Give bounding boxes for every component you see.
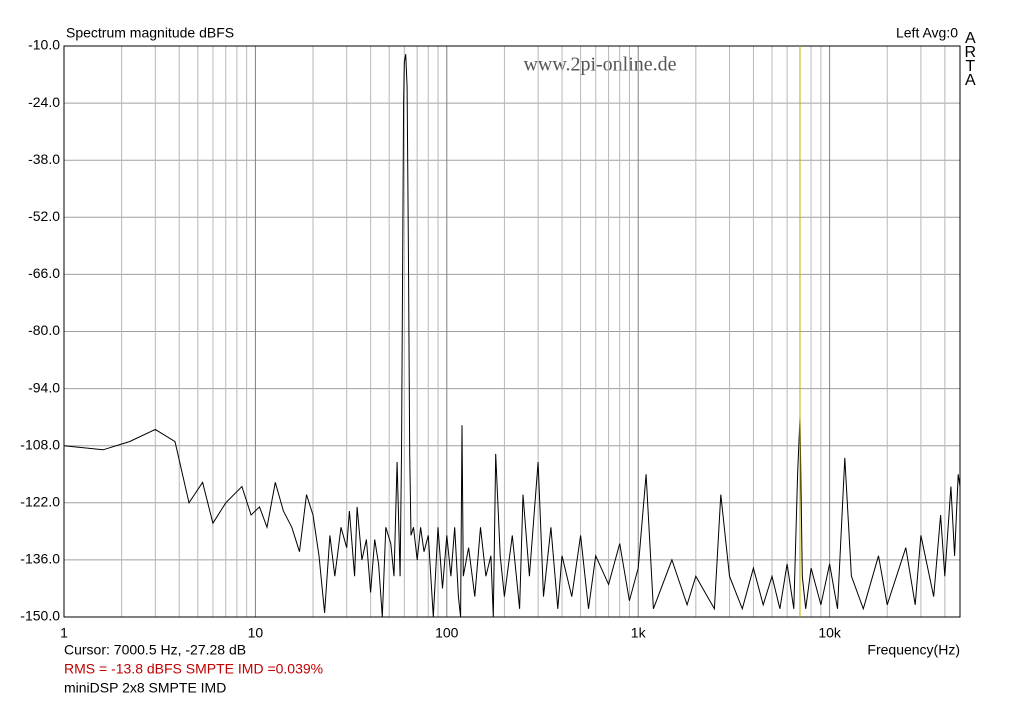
x-tick-label: 1 (60, 625, 68, 641)
y-tick-label: -94.0 (28, 379, 60, 395)
y-tick-label: -136.0 (20, 551, 60, 567)
x-tick-label: 100 (435, 625, 459, 641)
channel-label: Left Avg:0 (896, 25, 958, 41)
watermark: www.2pi-online.de (523, 54, 676, 76)
y-tick-label: -38.0 (28, 151, 60, 167)
y-tick-label: -108.0 (20, 436, 60, 452)
x-tick-label: 10 (248, 625, 264, 641)
x-tick-label: 10k (818, 625, 842, 641)
y-tick-label: -24.0 (28, 94, 60, 110)
y-tick-label: -80.0 (28, 322, 60, 338)
cursor-text: Cursor: 7000.5 Hz, -27.28 dB (64, 642, 246, 658)
y-tick-label: -122.0 (20, 494, 60, 510)
device-text: miniDSP 2x8 SMPTE IMD (64, 680, 226, 696)
y-tick-label: -52.0 (28, 208, 60, 224)
rms-text: RMS = -13.8 dBFS SMPTE IMD =0.039% (64, 661, 323, 677)
brand: ARTA (962, 30, 979, 86)
y-tick-label: -66.0 (28, 265, 60, 281)
x-tick-label: 1k (631, 625, 647, 641)
plot-border (63, 45, 961, 618)
chart-title: Spectrum magnitude dBFS (66, 25, 234, 41)
x-axis-label: Frequency(Hz) (867, 642, 960, 658)
y-tick-label: -10.0 (28, 37, 60, 53)
y-tick-label: -150.0 (20, 608, 60, 624)
